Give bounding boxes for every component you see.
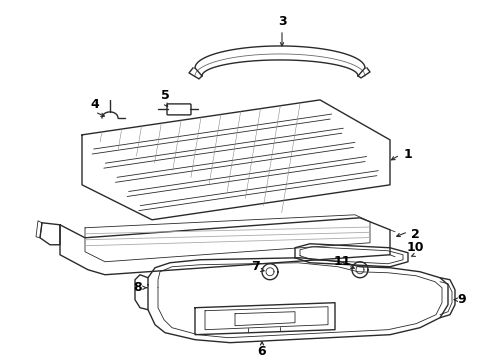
Text: 7: 7 [250,260,259,273]
Text: 9: 9 [458,293,466,306]
Text: 6: 6 [258,345,266,358]
Text: 10: 10 [406,241,424,254]
Text: 5: 5 [161,89,170,102]
Text: 2: 2 [411,228,419,241]
Text: 3: 3 [278,15,286,28]
Text: 1: 1 [404,148,413,161]
Text: 4: 4 [91,98,99,111]
Text: 11: 11 [333,255,351,268]
Text: 8: 8 [134,281,142,294]
